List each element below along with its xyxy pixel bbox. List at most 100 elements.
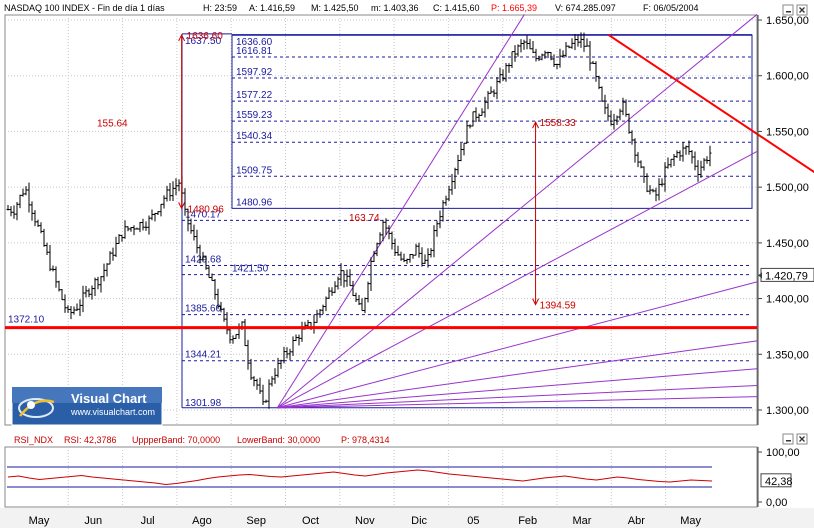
header-stat-5: P: 1.665,39 xyxy=(491,3,537,13)
x-tick-label: Nov xyxy=(355,515,375,527)
logo-brand: Visual Chart xyxy=(71,391,147,406)
x-tick-label: Sep xyxy=(246,515,266,527)
header-stat-4: C: 1.415,60 xyxy=(433,3,480,13)
fan-line xyxy=(277,384,758,409)
fib-level-label: 1509.75 xyxy=(236,165,273,176)
y-tick-label: 1.500,00 xyxy=(766,182,809,194)
header-stat-value: 674.285.097 xyxy=(566,3,616,13)
rsi-stat-value: 42,3786 xyxy=(84,435,117,445)
ext-level-label: 1421.50 xyxy=(232,264,269,275)
annotation-label: 155.64 xyxy=(97,119,128,130)
y-tick-label: 1.300,00 xyxy=(766,405,809,417)
header-stat-label: H: xyxy=(203,3,215,13)
rsi-stat-value: 978,4314 xyxy=(352,435,390,445)
price-panel: 1636.601616.811597.921577.221559.231540.… xyxy=(4,14,814,426)
y-tick-label: 1.400,00 xyxy=(766,294,809,306)
fib-level-label: 1540.34 xyxy=(236,131,273,142)
time-axis: May Jun Jul Ago Sep Oct Nov Dic 05 Feb Mar Abr May xyxy=(29,515,702,527)
x-tick-label: Dic xyxy=(411,515,427,527)
rsi-last-marker: 42,38 xyxy=(760,473,793,488)
ohlc-bars xyxy=(6,32,712,409)
x-tick-label: May xyxy=(680,515,701,527)
header-stat-value: 1.416,59 xyxy=(260,3,295,13)
rsi-stat-value: 70,0000 xyxy=(188,435,221,445)
rsi-stat-2: LowerBand: 30,0000 xyxy=(237,435,320,445)
rsi-stat-label: LowerBand: xyxy=(237,435,288,445)
rsi-panel-frame xyxy=(4,446,758,508)
downtrend-line xyxy=(608,34,814,174)
annotation-label: 1480.96 xyxy=(188,204,225,215)
rsi-last-value: 42,38 xyxy=(765,476,793,488)
fan-line xyxy=(277,151,758,409)
rsi-minimize-button[interactable] xyxy=(782,433,794,445)
x-tick-label: Abr xyxy=(628,515,645,527)
header-stat-label: F: xyxy=(643,3,654,13)
y-tick-label: 1.450,00 xyxy=(766,238,809,250)
x-tick-label: 05 xyxy=(467,515,479,527)
fan-line xyxy=(277,368,758,409)
header-stat-label: A: xyxy=(249,3,260,13)
header-stat-label: C: xyxy=(433,3,445,13)
rsi-close-icon xyxy=(799,436,805,442)
rsi-last-box xyxy=(760,473,792,488)
header-stat-label: P: xyxy=(491,3,502,13)
fib-level-label: 1559.23 xyxy=(236,110,273,121)
measure-arrow-right-head-top xyxy=(532,121,540,129)
ext-level-label: 1470.17 xyxy=(185,209,222,220)
header-stat-label: M: xyxy=(311,3,324,13)
x-tick-label: May xyxy=(29,515,50,527)
header-stat-value: 1.425,50 xyxy=(324,3,359,13)
header-stat-value: 1.665,39 xyxy=(502,3,537,13)
x-tick-label: Oct xyxy=(302,515,319,527)
rsi-close-button[interactable] xyxy=(796,433,808,445)
measure-arrow-right-head-bottom xyxy=(532,298,540,306)
close-icon xyxy=(799,7,805,13)
header-stat-1: A: 1.416,59 xyxy=(249,3,295,13)
minimize-button[interactable] xyxy=(782,4,794,16)
header-stats: H: 23:59 A: 1.416,59 M: 1.425,50 m: 1.403,3… xyxy=(203,3,699,13)
y-tick-label: 1.600,00 xyxy=(766,71,809,83)
rsi-stat-0: RSI: 42,3786 xyxy=(64,435,117,445)
fib-level-label: 1480.96 xyxy=(236,197,273,208)
ext-level-label: 1385.60 xyxy=(185,304,222,315)
fan-line xyxy=(277,281,758,409)
minimize-icon xyxy=(786,11,791,13)
rsi-stat-label: P: xyxy=(341,435,352,445)
header-stat-value: 23:59 xyxy=(215,3,238,13)
annotation-label: 1636.60 xyxy=(187,31,224,42)
x-tick-label: Jun xyxy=(84,515,102,527)
time-axis-background xyxy=(0,508,814,528)
x-tick-label: Mar xyxy=(573,515,592,527)
x-tick-label: Feb xyxy=(518,515,537,527)
header-stat-0: H: 23:59 xyxy=(203,3,237,13)
rsi-series xyxy=(7,469,713,486)
x-tick-label: Ago xyxy=(192,515,212,527)
price-axis: 1.300,00 1.350,00 1.400,00 1.450,00 1.500,00… xyxy=(757,15,809,425)
fan-line xyxy=(276,14,525,409)
header-stat-value: 1.403,36 xyxy=(384,3,419,13)
chart-title: NASDAQ 100 INDEX - Fin de día 1 días xyxy=(4,3,165,13)
rsi-stat-value: 30,0000 xyxy=(288,435,321,445)
measure-arrow-left-head-top xyxy=(178,33,186,42)
fan-line xyxy=(277,396,758,409)
header-stat-label: V: xyxy=(555,3,566,13)
logo-swoosh-icon xyxy=(18,398,55,418)
rsi-name: RSI_NDX xyxy=(14,435,53,445)
header-stat-3: m: 1.403,36 xyxy=(371,3,419,13)
header-stat-label: m: xyxy=(371,3,384,13)
last-price-value: 1.420,79 xyxy=(765,270,808,282)
rsi-axis: 0,00 100,00 xyxy=(757,447,800,509)
rsi-stat-label: UppperBand: xyxy=(132,435,188,445)
rsi-panel: 0,00 100,00 42,38 xyxy=(4,446,800,509)
fib-level-label: 1636.60 xyxy=(236,37,273,48)
rsi-stat-label: RSI: xyxy=(64,435,84,445)
close-button[interactable] xyxy=(796,4,808,16)
x-tick-label: Jul xyxy=(141,515,155,527)
rsi-stats: RSI: 42,3786 UppperBand: 70,0000 LowerBand… xyxy=(64,435,390,445)
visualchart-logo[interactable]: Visual Chart www.visualchart.com xyxy=(11,386,163,426)
ext-level-label: 1637.50 xyxy=(185,36,222,47)
last-price-marker: 1.420,79 xyxy=(758,267,814,282)
